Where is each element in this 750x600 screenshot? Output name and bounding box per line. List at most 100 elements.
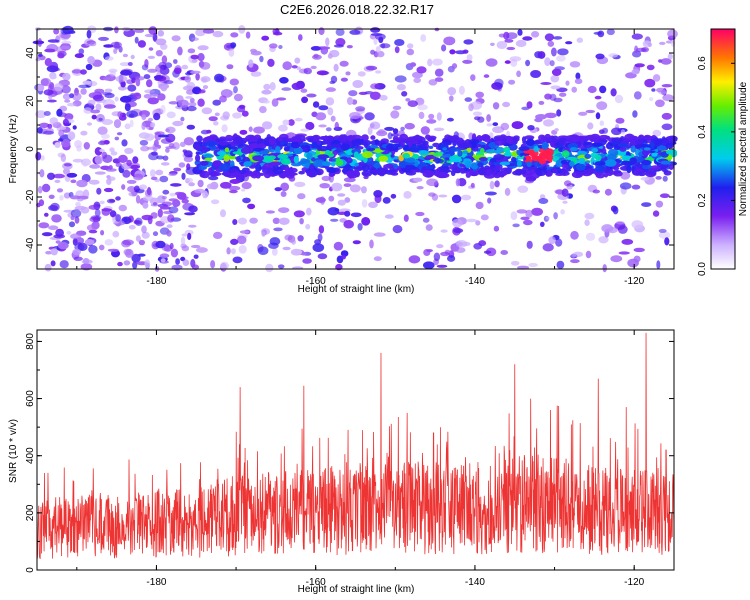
heatmap-cell bbox=[434, 77, 444, 82]
heatmap-cell bbox=[115, 162, 123, 168]
heatmap-cell bbox=[656, 260, 661, 270]
heatmap-cell bbox=[230, 238, 239, 245]
heatmap-cell bbox=[516, 70, 521, 78]
heatmap-cell bbox=[133, 220, 142, 225]
heatmap-cell bbox=[585, 232, 596, 241]
heatmap-cell bbox=[335, 38, 346, 47]
heatmap-cell bbox=[63, 168, 70, 175]
heatmap-cell bbox=[106, 177, 112, 186]
heatmap-band-cell bbox=[400, 140, 405, 148]
heatmap-cell bbox=[661, 123, 673, 131]
heatmap-cell bbox=[36, 84, 45, 92]
heatmap-cell bbox=[126, 159, 132, 167]
heatmap-cell bbox=[197, 45, 209, 51]
heatmap-cell bbox=[141, 114, 147, 121]
heatmap-cell bbox=[188, 205, 198, 213]
heatmap-cell bbox=[282, 61, 293, 71]
heatmap-cell bbox=[122, 169, 131, 178]
heatmap-band-cell bbox=[208, 167, 213, 174]
heatmap-band-cell bbox=[366, 161, 378, 165]
heatmap-band-cell bbox=[607, 153, 617, 162]
heatmap-cell bbox=[230, 248, 236, 255]
heatmap-cell bbox=[220, 181, 232, 189]
heatmap-cell bbox=[83, 142, 91, 150]
heatmap-cell bbox=[185, 72, 192, 76]
heatmap-cell bbox=[166, 230, 172, 237]
heatmap-cell bbox=[658, 59, 663, 63]
heatmap-cell bbox=[195, 28, 206, 37]
heatmap-cell bbox=[89, 216, 101, 223]
heatmap-cell bbox=[475, 201, 484, 210]
heatmap-cell bbox=[220, 209, 226, 218]
heatmap-band-cell bbox=[541, 142, 549, 150]
heatmap-cell bbox=[652, 74, 661, 82]
heatmap-cell bbox=[189, 97, 195, 104]
heatmap-cell bbox=[631, 184, 641, 190]
heatmap-cell bbox=[279, 77, 289, 84]
heatmap-cell bbox=[101, 133, 110, 139]
y-tick-label: 600 bbox=[25, 390, 36, 407]
heatmap-band-cell bbox=[522, 166, 534, 172]
heatmap-cell bbox=[46, 99, 57, 103]
heatmap-band-cell bbox=[335, 159, 344, 167]
heatmap-cell bbox=[343, 183, 352, 188]
heatmap-cell bbox=[70, 179, 77, 184]
heatmap-cell bbox=[282, 246, 291, 251]
heatmap-cell bbox=[180, 236, 186, 246]
heatmap-band-cell bbox=[560, 160, 568, 165]
heatmap-cell bbox=[441, 44, 447, 52]
heatmap-cell bbox=[415, 211, 425, 217]
heatmap-cell bbox=[120, 95, 132, 103]
heatmap-band-cell bbox=[525, 138, 535, 146]
heatmap-cell bbox=[318, 124, 327, 128]
heatmap-cell bbox=[652, 129, 662, 137]
heatmap-cell bbox=[60, 45, 71, 50]
heatmap-cell bbox=[112, 230, 120, 238]
heatmap-cell bbox=[122, 239, 134, 246]
heatmap-cell bbox=[390, 133, 401, 137]
heatmap-cell bbox=[617, 225, 628, 234]
heatmap-cell bbox=[334, 121, 339, 130]
heatmap-cell bbox=[148, 26, 158, 35]
heatmap-cell bbox=[375, 46, 381, 53]
heatmap-cell bbox=[82, 160, 88, 167]
heatmap-band-cell bbox=[512, 151, 517, 158]
heatmap-band-cell bbox=[326, 167, 337, 174]
heatmap-cell bbox=[44, 48, 56, 53]
heatmap-cell bbox=[632, 50, 642, 58]
heatmap-cell bbox=[551, 68, 562, 77]
heatmap-cell bbox=[80, 206, 90, 214]
heatmap-cell bbox=[226, 247, 231, 255]
heatmap-band-cell bbox=[512, 137, 518, 145]
heatmap-cell bbox=[105, 168, 117, 172]
heatmap-band-cell bbox=[624, 133, 635, 141]
heatmap-band-cell bbox=[452, 166, 460, 174]
heatmap-band-cell bbox=[620, 155, 632, 160]
heatmap-band-cell bbox=[516, 159, 522, 168]
heatmap-band-cell bbox=[367, 147, 376, 151]
heatmap-band-cell bbox=[199, 160, 209, 166]
heatmap-band-cell bbox=[193, 144, 202, 150]
heatmap-cell bbox=[37, 38, 43, 47]
heatmap-band-cell bbox=[223, 154, 230, 162]
heatmap-cell bbox=[226, 64, 234, 70]
heatmap-cell bbox=[611, 127, 622, 136]
heatmap-band-cell bbox=[511, 156, 517, 163]
heatmap-cell bbox=[92, 94, 104, 102]
heatmap-cell bbox=[107, 248, 119, 252]
heatmap-cell bbox=[35, 58, 41, 62]
heatmap-cell bbox=[667, 53, 673, 60]
heatmap-cell bbox=[62, 25, 74, 35]
heatmap-cell bbox=[269, 82, 276, 91]
heatmap-cell bbox=[169, 242, 174, 250]
heatmap-cell bbox=[261, 121, 273, 130]
heatmap-cell bbox=[118, 204, 128, 212]
heatmap-cell bbox=[392, 105, 402, 110]
y-tick-label: 20 bbox=[25, 95, 36, 107]
heatmap-cell bbox=[276, 97, 287, 101]
heatmap-cell bbox=[461, 194, 472, 201]
heatmap-cell bbox=[432, 58, 443, 66]
snr-x-ticks: -180 -160 -140 -120 bbox=[76, 330, 645, 588]
heatmap-cell bbox=[274, 187, 282, 192]
heatmap-band-cell bbox=[418, 150, 430, 156]
